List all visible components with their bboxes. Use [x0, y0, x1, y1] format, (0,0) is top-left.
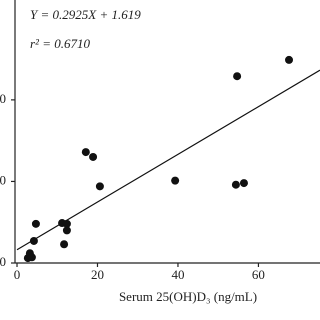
- x-tick-label: 20: [91, 267, 104, 282]
- point: [29, 236, 38, 245]
- point: [62, 226, 71, 235]
- point: [231, 180, 240, 189]
- point: [239, 179, 248, 188]
- point: [31, 219, 40, 228]
- y-tick-label: 10: [0, 172, 6, 187]
- y-tick-label: 20: [0, 91, 6, 106]
- x-axis-label: Serum 25(OH)D₃ (ng/mL): [119, 289, 257, 304]
- point: [233, 72, 242, 81]
- r-squared: r² = 0.6710: [30, 36, 90, 51]
- point: [27, 253, 36, 262]
- point: [285, 55, 294, 64]
- x-tick-label: 60: [252, 267, 265, 282]
- x-tick-label: 40: [171, 267, 184, 282]
- point: [60, 240, 69, 249]
- point: [62, 219, 71, 228]
- point: [171, 176, 180, 185]
- point: [81, 148, 90, 157]
- regression-line: [16, 69, 320, 251]
- point: [95, 182, 104, 191]
- x-tick-label: 0: [14, 267, 21, 282]
- point: [89, 152, 98, 161]
- y-tick-label: 0: [0, 254, 6, 269]
- equation: Y = 0.2925X + 1.619: [30, 7, 141, 22]
